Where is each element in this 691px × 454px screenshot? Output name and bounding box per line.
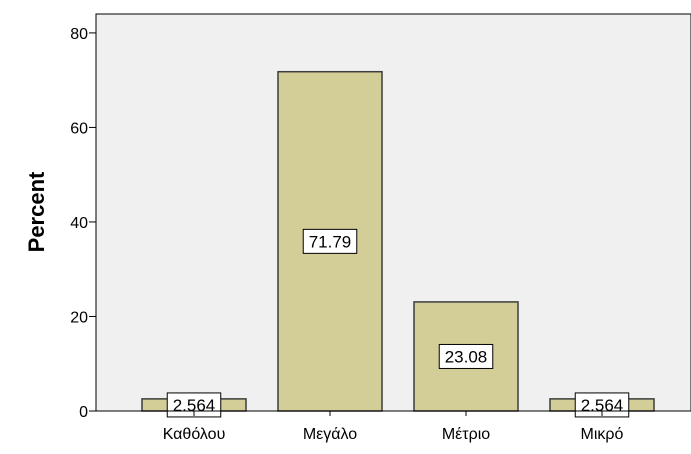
y-tick-label: 20 xyxy=(70,309,88,326)
data-label: 71.79 xyxy=(309,232,352,251)
data-label: 2.564 xyxy=(173,396,216,415)
x-tick-label: Μικρό xyxy=(581,426,624,443)
y-tick-label: 60 xyxy=(70,120,88,137)
y-axis: 0 20 40 60 80 xyxy=(70,14,97,421)
x-axis: Καθόλου Μεγάλο Μέτριο Μικρό xyxy=(96,410,691,443)
y-tick-label: 40 xyxy=(70,215,88,232)
bars-layer: 2.564 71.79 23.08 2.564 xyxy=(141,70,655,418)
x-tick-label: Μέτριο xyxy=(442,426,490,443)
data-label: 23.08 xyxy=(445,347,488,366)
y-tick-label: 80 xyxy=(70,26,88,43)
plot-area xyxy=(95,13,691,412)
data-label-box xyxy=(302,228,358,254)
y-axis-title: Percent xyxy=(24,171,49,252)
data-label: 2.564 xyxy=(581,396,624,415)
bar xyxy=(277,70,383,412)
x-tick-label: Καθόλου xyxy=(163,426,226,443)
y-tick-label: 0 xyxy=(79,404,88,421)
x-tick-label: Μεγάλο xyxy=(303,426,357,443)
data-label-box xyxy=(438,343,494,369)
